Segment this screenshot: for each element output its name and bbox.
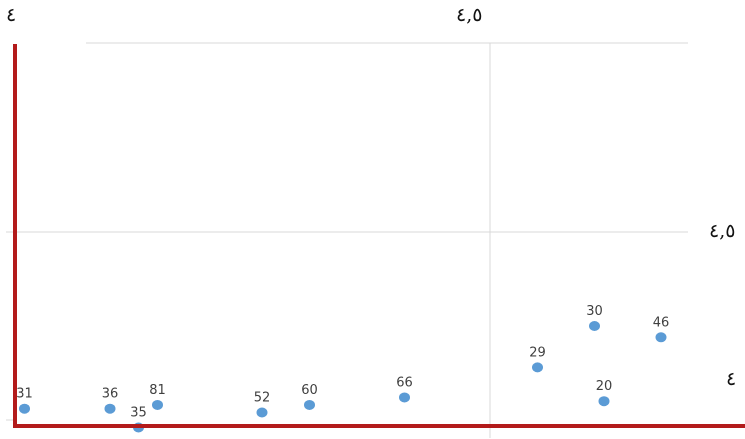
scatter-point [19, 403, 30, 414]
scatter-point [532, 362, 543, 373]
point-data-label: 35 [130, 406, 147, 421]
scatter-point [399, 392, 410, 403]
point-data-label: 29 [529, 345, 546, 360]
point-data-label: 60 [301, 383, 318, 398]
point-data-label: 81 [149, 383, 166, 398]
scatter-point [152, 399, 163, 410]
point-data-label: 30 [586, 304, 603, 319]
point-data-label: 52 [254, 390, 271, 405]
point-data-label: 46 [653, 315, 670, 330]
scatter-point [589, 321, 600, 331]
point-data-label: 36 [102, 387, 119, 402]
point-data-label: 66 [396, 375, 413, 390]
top-left-label: ٤ [6, 4, 17, 26]
scatter-point [304, 399, 315, 410]
right-low-label: ٤ [726, 368, 737, 390]
scatter-point [104, 403, 116, 414]
scatter-point [655, 332, 667, 343]
point-data-label: 31 [16, 387, 33, 402]
point-data-label: 20 [596, 379, 613, 394]
scatter-point [256, 407, 268, 418]
top-mid-label: ٤,٥ [456, 4, 483, 26]
right-mid-label: ٤,٥ [709, 220, 736, 242]
scatter-point [598, 396, 610, 407]
